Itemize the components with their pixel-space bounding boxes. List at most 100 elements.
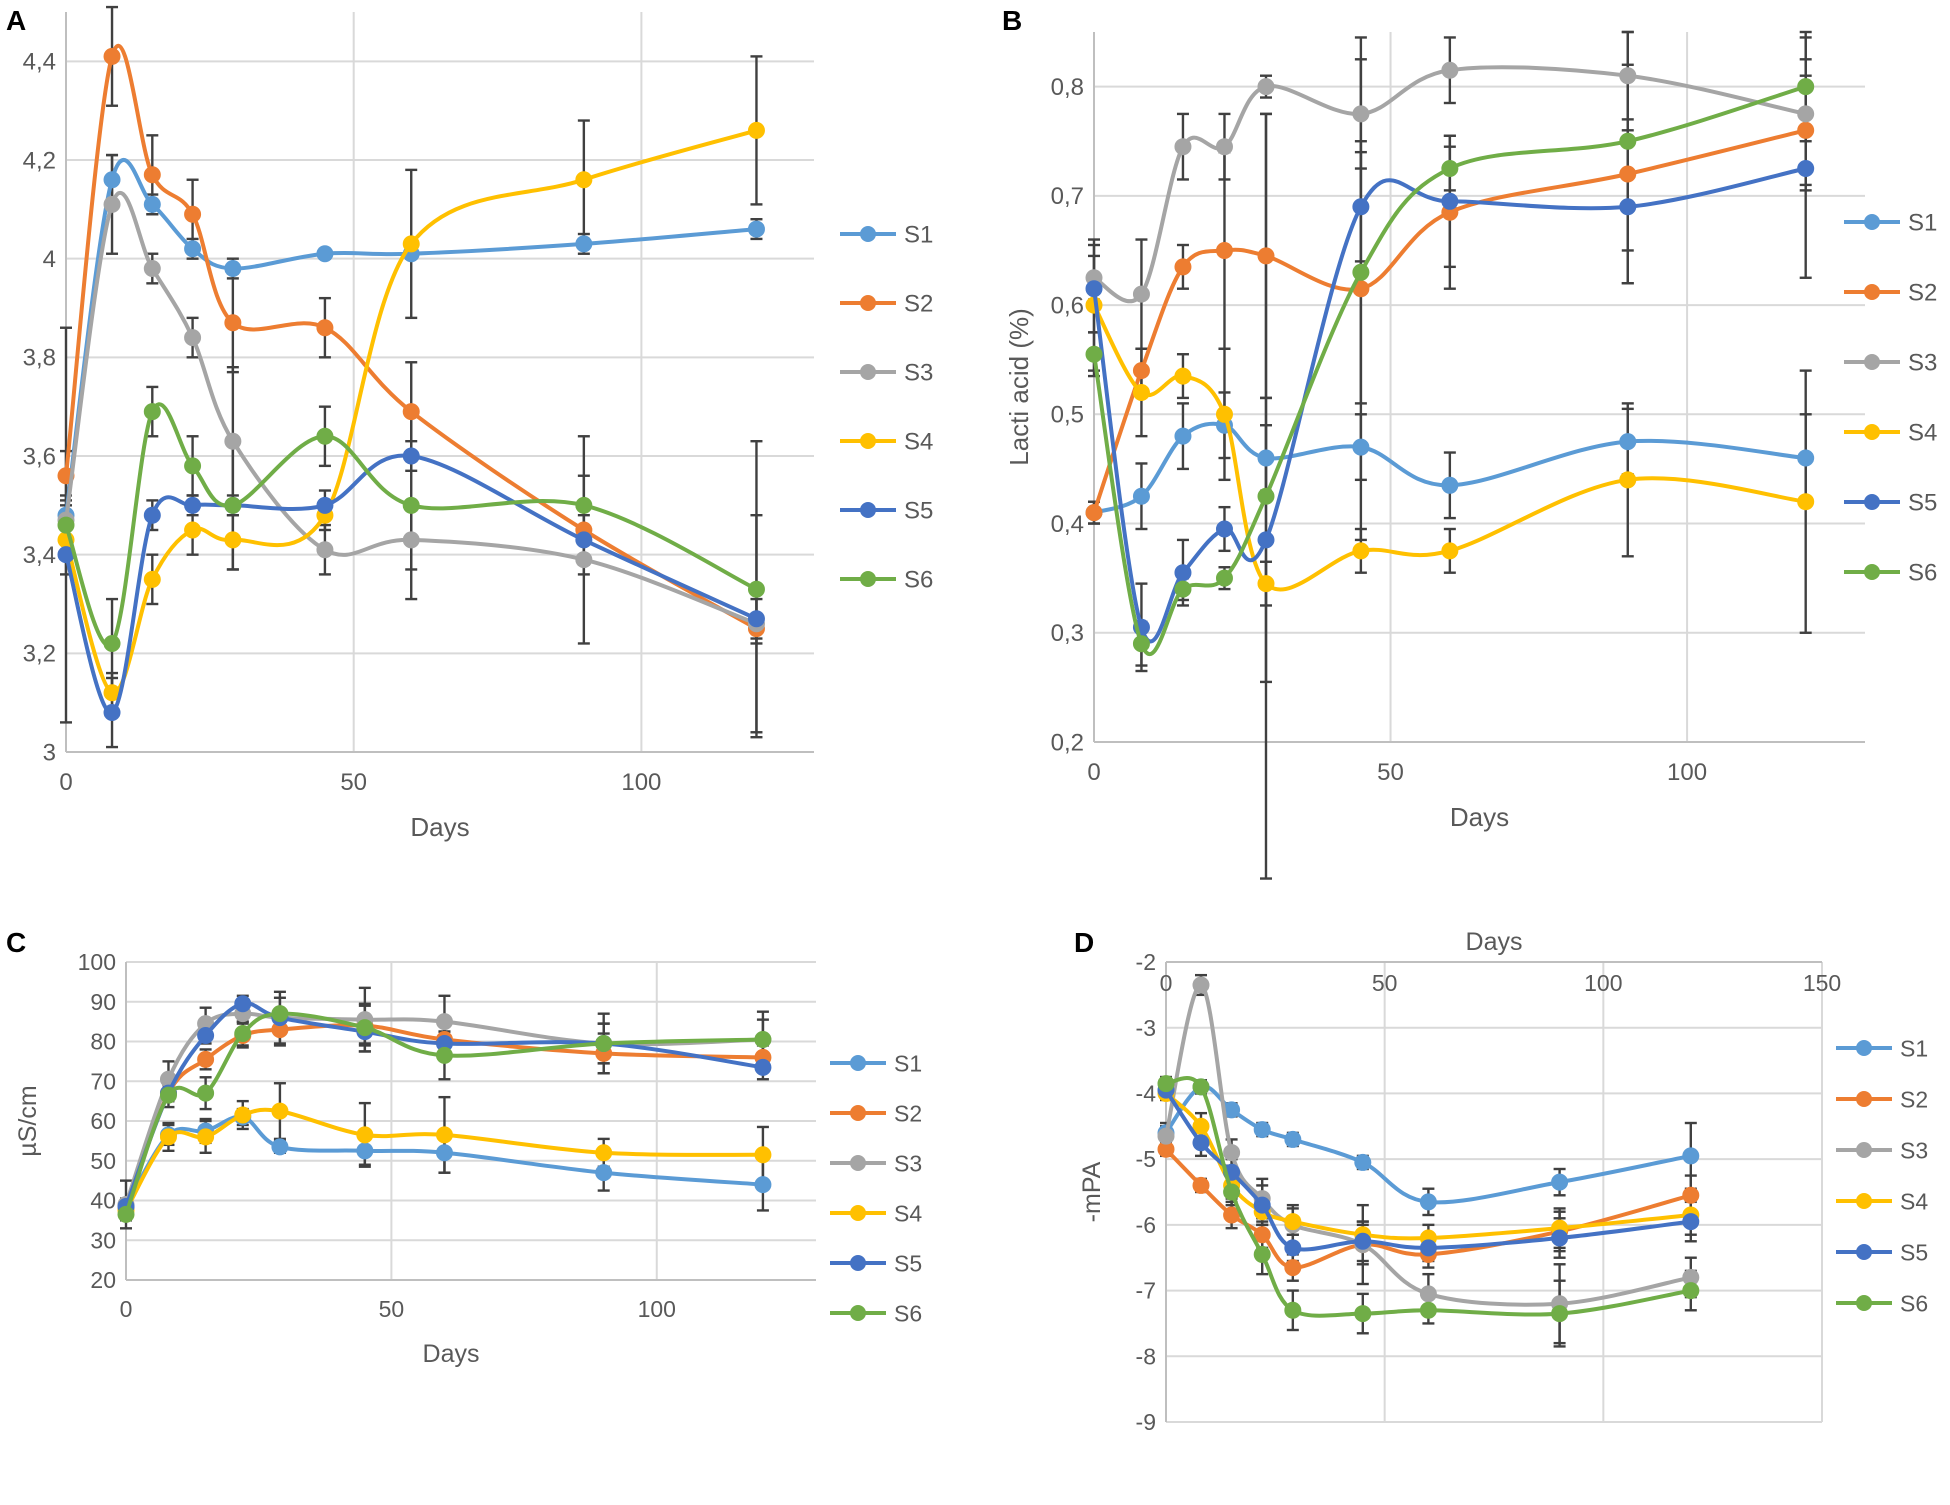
data-point (575, 551, 593, 569)
legend-swatch-marker (1864, 214, 1880, 230)
legend-label: S3 (904, 360, 933, 387)
legend-item: S6 (840, 567, 933, 594)
legend-swatch-marker (1864, 424, 1880, 440)
legend-item: S6 (1844, 560, 1937, 587)
data-point (234, 1106, 252, 1124)
y-tick-label: 3,8 (23, 345, 56, 372)
data-point (1257, 531, 1275, 549)
data-point (747, 121, 765, 139)
y-tick-label: 100 (78, 949, 116, 975)
legend-label: S3 (894, 1150, 922, 1176)
y-tick-label: 3,4 (23, 542, 56, 569)
data-point (1354, 1232, 1372, 1250)
legend-label: S5 (1900, 1239, 1928, 1265)
legend-label: S3 (1900, 1137, 1928, 1163)
data-point (271, 1005, 289, 1023)
series-s3 (57, 191, 765, 633)
data-point (224, 432, 242, 450)
data-point (754, 1176, 772, 1194)
legend-swatch-marker (1856, 1091, 1872, 1107)
data-point (1174, 138, 1192, 156)
y-tick-label: 0,4 (1051, 511, 1084, 538)
legend: S1 S2 S3 S4 S5 S6 (1836, 1035, 1928, 1316)
x-tick-label: 0 (59, 769, 72, 796)
data-point (1174, 564, 1192, 582)
data-point (316, 427, 334, 445)
data-point (184, 329, 202, 347)
x-tick-label: 0 (1087, 759, 1100, 786)
data-point (595, 1034, 613, 1052)
data-point (184, 240, 202, 258)
data-point (1619, 198, 1637, 216)
y-tick-label: -8 (1136, 1343, 1156, 1369)
data-point (1619, 471, 1637, 489)
data-point (747, 610, 765, 628)
panel-a: A 3 3,2 3,4 3,6 3,8 4 4,2 4,4 0 50 100 Days S1 S2 S3 S4… (6, 5, 933, 842)
legend-item: S5 (1844, 490, 1937, 517)
data-point (1192, 1134, 1210, 1152)
data-point (234, 1025, 252, 1043)
y-tick-label: -4 (1136, 1080, 1157, 1106)
y-tick-label: 40 (90, 1188, 116, 1214)
data-point (1085, 504, 1103, 522)
panel-letter: C (6, 927, 26, 958)
data-point (356, 1126, 374, 1144)
data-point (1284, 1130, 1302, 1148)
data-point (435, 1126, 453, 1144)
data-point (1157, 1127, 1175, 1145)
data-point (1253, 1121, 1271, 1139)
data-point (1215, 138, 1233, 156)
legend-item: S1 (1836, 1035, 1928, 1061)
x-tick-label: 50 (1377, 759, 1404, 786)
data-point (356, 1142, 374, 1160)
data-point (1174, 367, 1192, 385)
panel-letter: A (6, 5, 26, 36)
legend-swatch-marker (860, 571, 876, 587)
y-tick-label: -2 (1136, 949, 1156, 975)
data-point (1551, 1305, 1569, 1323)
y-tick-label: 90 (90, 989, 116, 1015)
error-bars (60, 5, 763, 749)
y-tick-label: -3 (1136, 1015, 1156, 1041)
data-point (1352, 198, 1370, 216)
data-point (1441, 476, 1459, 494)
legend-item: S3 (840, 360, 933, 387)
data-point (184, 457, 202, 475)
data-point (402, 496, 420, 514)
data-point (402, 447, 420, 465)
data-point (1085, 280, 1103, 298)
data-point (575, 531, 593, 549)
y-axis-title: Lacti acid (%) (1004, 308, 1034, 466)
data-point (1284, 1301, 1302, 1319)
data-point (1441, 192, 1459, 210)
series-s2 (1085, 121, 1815, 522)
legend-swatch-marker (1856, 1142, 1872, 1158)
data-point (197, 1027, 215, 1045)
data-point (1619, 165, 1637, 183)
legend: S1 S2 S3 S4 S5 S6 (830, 1050, 922, 1326)
x-tick-label: 150 (1803, 970, 1841, 996)
legend-label: S1 (1908, 210, 1937, 237)
legend-label: S5 (904, 498, 933, 525)
data-point (1797, 160, 1815, 178)
data-point (1257, 575, 1275, 593)
legend-label: S6 (1900, 1290, 1928, 1316)
y-tick-label: -7 (1136, 1278, 1156, 1304)
legend-label: S2 (904, 291, 933, 318)
series-s6 (1157, 1075, 1700, 1323)
x-tick-label: 50 (1372, 970, 1398, 996)
data-point (184, 521, 202, 539)
x-tick-label: 100 (1584, 970, 1622, 996)
data-point (1132, 383, 1150, 401)
error-bars (1088, 30, 1812, 880)
data-point (1352, 542, 1370, 560)
legend-swatch-marker (850, 1155, 866, 1171)
legend-item: S5 (1836, 1239, 1928, 1265)
data-point (1682, 1213, 1700, 1231)
legend-swatch-marker (1856, 1193, 1872, 1209)
data-point (1619, 132, 1637, 150)
data-point (1352, 105, 1370, 123)
data-point (1223, 1144, 1241, 1162)
y-tick-label: 4 (43, 246, 56, 273)
x-tick-label: 100 (1667, 759, 1707, 786)
